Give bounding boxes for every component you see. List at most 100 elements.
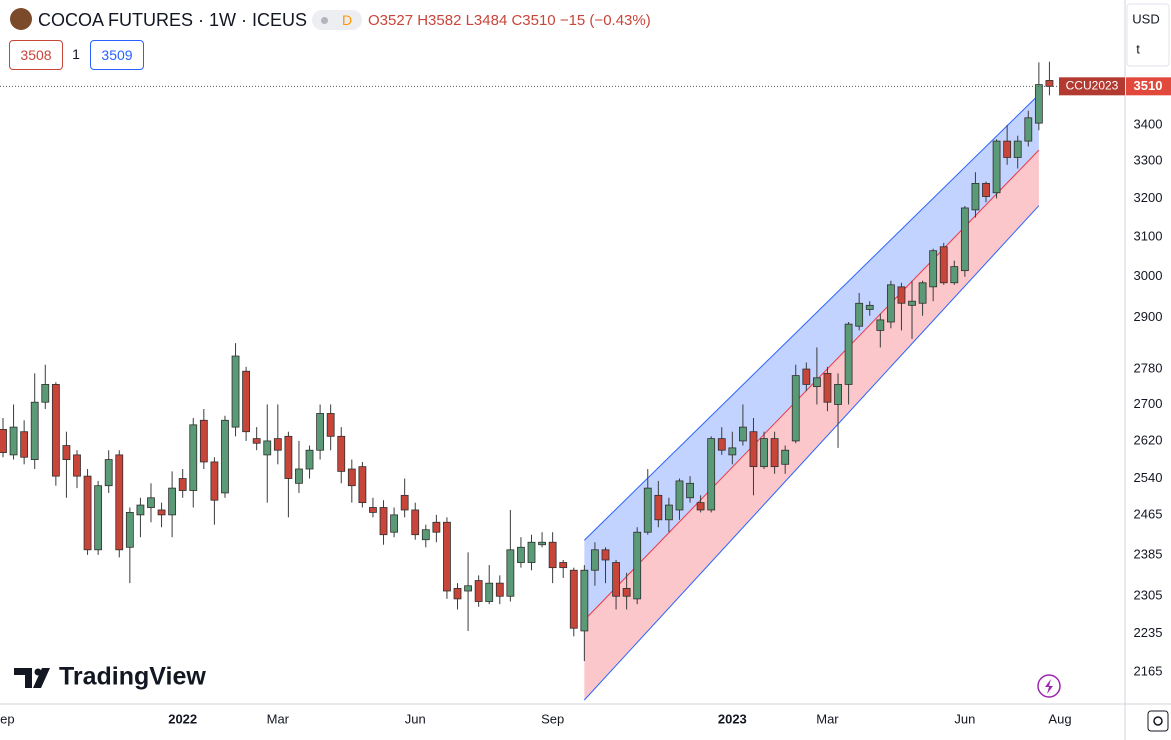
candle-body <box>83 475 92 551</box>
badge-text: D <box>342 12 353 28</box>
candle-body <box>157 509 166 516</box>
y-tick-label: 3200 <box>1134 190 1163 205</box>
candle-body <box>770 438 779 468</box>
candle-body <box>400 494 409 511</box>
currency: USD <box>1132 11 1159 26</box>
unit: t <box>1136 41 1140 56</box>
candle-body <box>527 541 536 563</box>
candle-body <box>728 447 737 456</box>
candle-body <box>421 529 430 541</box>
y-tick-label: 2465 <box>1134 506 1163 521</box>
candle-body <box>210 461 219 501</box>
logo: TradingView <box>14 663 206 691</box>
candle-body <box>474 580 483 602</box>
symbol-icon <box>10 8 32 30</box>
y-tick-label: 2235 <box>1134 625 1163 640</box>
alert-icon[interactable] <box>1037 674 1061 698</box>
channel-upper-fill <box>584 94 1039 621</box>
candle-body <box>432 521 441 533</box>
candle-body <box>485 582 494 602</box>
symbol-label: CCU2023 <box>1066 78 1119 92</box>
candle-body <box>886 284 895 323</box>
logo-icon <box>14 668 32 688</box>
candle-body <box>379 507 388 536</box>
candle-body <box>749 431 758 468</box>
y-tick-label: 2780 <box>1134 360 1163 375</box>
candle-body <box>337 435 346 472</box>
candle-body <box>633 531 642 600</box>
candle-body <box>654 494 663 521</box>
candle-body <box>369 507 377 513</box>
candle-body <box>41 384 50 403</box>
settings-icon[interactable] <box>1147 710 1169 732</box>
candle-body <box>199 419 208 463</box>
candle-body <box>1045 80 1054 87</box>
badge[interactable]: D <box>312 10 362 30</box>
candle-body <box>918 282 927 304</box>
candle-body <box>115 454 124 551</box>
y-tick-label: 3300 <box>1134 153 1163 168</box>
candle-body <box>781 449 790 465</box>
candle-body <box>221 419 229 494</box>
x-tick-label: Sep <box>0 711 15 726</box>
buy-button[interactable]: 3509 <box>90 40 144 70</box>
candle-body <box>305 449 314 470</box>
candle-body <box>982 182 990 197</box>
candle-body <box>273 438 282 451</box>
candle-body <box>94 485 103 551</box>
candle-body <box>580 569 589 632</box>
candle-body <box>1024 117 1033 142</box>
candle-body <box>252 438 261 444</box>
candle-body <box>1003 140 1012 158</box>
candle-body <box>1034 84 1043 124</box>
alert-icon <box>1045 679 1053 694</box>
channel-middle <box>583 149 1040 621</box>
currency-box[interactable] <box>1126 3 1170 67</box>
candle-body <box>876 319 885 331</box>
candle-body <box>453 587 462 600</box>
logo-text: TradingView <box>59 663 206 691</box>
candle-body <box>908 300 916 306</box>
channel-lower <box>583 205 1040 701</box>
candle-body <box>263 440 272 456</box>
candle-body <box>517 546 525 563</box>
candle-body <box>834 384 842 405</box>
sell-button[interactable]: 3508 <box>9 40 63 70</box>
candle-body <box>9 426 18 456</box>
candle-body <box>284 435 293 479</box>
candle-body <box>168 487 177 516</box>
x-tick-label: 2022 <box>168 711 197 726</box>
candle-body <box>178 478 187 491</box>
candle-body <box>950 266 959 284</box>
y-tick-label: 3100 <box>1134 228 1163 243</box>
candle-body <box>411 509 420 536</box>
candle-body <box>696 502 705 511</box>
candle-body <box>929 250 938 288</box>
candle-body <box>559 562 568 569</box>
candle-body <box>295 468 303 484</box>
candle-body <box>717 438 726 451</box>
candle-body <box>538 541 546 546</box>
candle-body <box>189 424 198 491</box>
last-price-bg <box>1126 77 1171 96</box>
candle-body <box>231 355 240 428</box>
candle-body <box>62 445 71 460</box>
candle-body <box>612 562 620 597</box>
candle-body <box>347 468 356 487</box>
candle-body <box>665 504 673 521</box>
y-tick-label: 3000 <box>1134 268 1163 283</box>
candle-body <box>73 454 81 477</box>
candle-body <box>30 401 39 460</box>
symbol-label-bg <box>1059 77 1125 96</box>
candle-body <box>601 549 610 561</box>
candle-body <box>686 482 694 499</box>
candle-body <box>326 413 335 437</box>
candle-body <box>443 521 451 592</box>
candle-body <box>20 431 29 458</box>
y-tick-label: 2385 <box>1134 546 1163 561</box>
candle-body <box>569 569 578 629</box>
candle-body <box>147 497 155 508</box>
candle-body <box>1013 140 1022 158</box>
candles <box>0 61 1054 662</box>
